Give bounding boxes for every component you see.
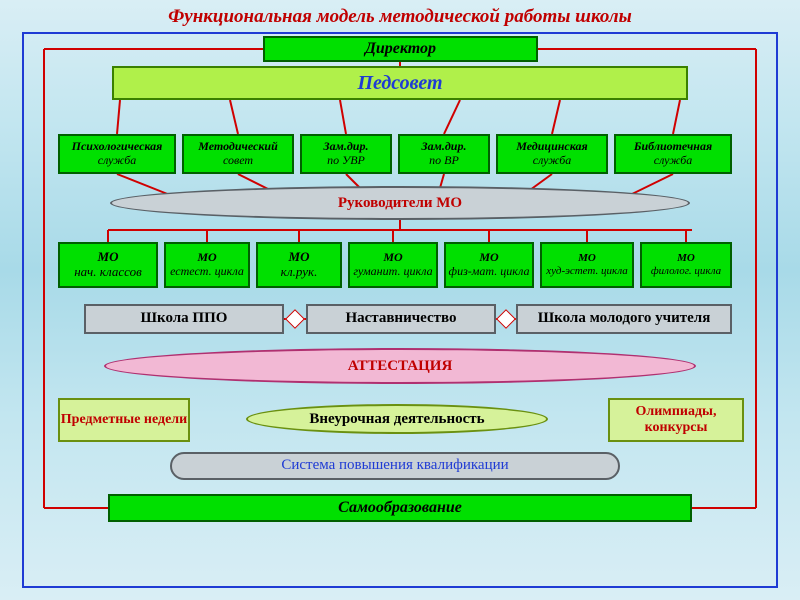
org-box: МОфилолог. цикла [640,242,732,288]
org-box: МОфиз-мат. цикла [444,242,534,288]
org-box: МОестест. цикла [164,242,250,288]
org-box: Директор [263,36,538,62]
chart-title: Функциональная модель методической работ… [0,6,800,28]
org-box: МОгуманит. цикла [348,242,438,288]
org-box: МОнач. классов [58,242,158,288]
org-box: Наставничество [306,304,496,334]
org-ellipse: Внеурочная деятельность [246,404,548,434]
org-box: Библиотечнаяслужба [614,134,732,174]
org-box: Медицинскаяслужба [496,134,608,174]
org-box: Олимпиады, конкурсы [608,398,744,442]
org-box: Педсовет [112,66,688,100]
org-box: Предметные недели [58,398,190,442]
org-box: Самообразование [108,494,692,522]
org-box: Зам.дир.по УВР [300,134,392,174]
org-box: МОкл.рук. [256,242,342,288]
org-box: Школа молодого учителя [516,304,732,334]
org-ellipse: Руководители МО [110,186,690,220]
org-ellipse: АТТЕСТАЦИЯ [104,348,696,384]
org-box: Зам.дир.по ВР [398,134,490,174]
org-box: Система повышения квалификации [170,452,620,480]
org-box: МОхуд-эстет. цикла [540,242,634,288]
org-box: Психологическаяслужба [58,134,176,174]
org-box: Методическийсовет [182,134,294,174]
org-box: Школа ППО [84,304,284,334]
